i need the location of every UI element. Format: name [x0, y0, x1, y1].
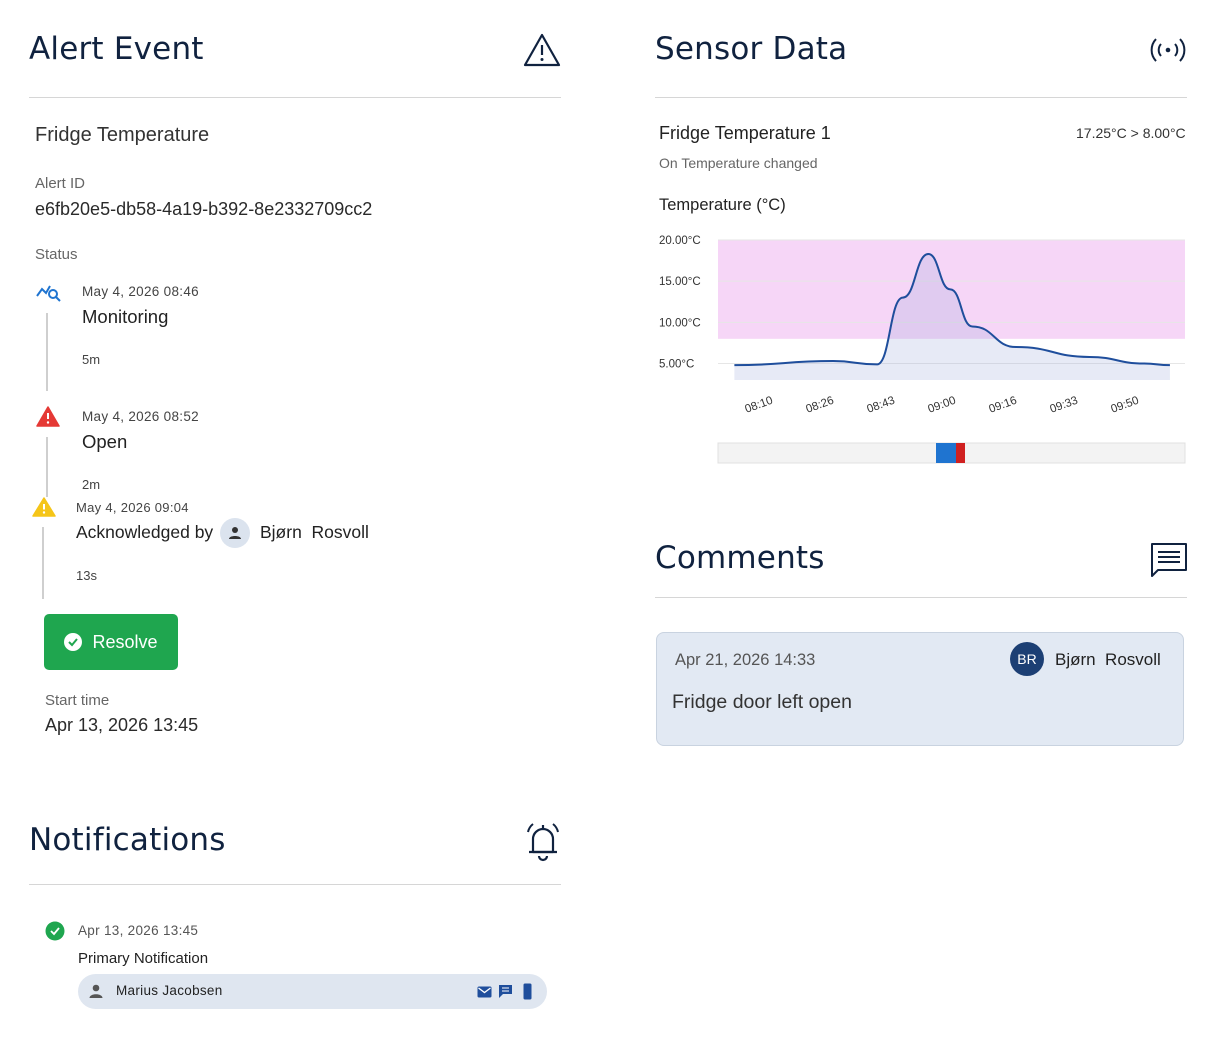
comment-card: Apr 21, 2026 14:33 BR Bjørn Rosvoll Frid… — [656, 632, 1184, 746]
y-tick-label: 10.00°C — [659, 317, 701, 329]
x-tick-label: 08:43 — [865, 395, 896, 416]
avatar — [220, 518, 250, 548]
chat-icon — [498, 984, 513, 1004]
timeline-duration: 2m — [82, 477, 101, 492]
x-tick-label: 09:50 — [1109, 395, 1140, 416]
navigator-handle — [956, 443, 965, 463]
series-line — [734, 252, 1170, 367]
comment-author: Bjørn Rosvoll — [1055, 650, 1161, 669]
timeline-date: May 4, 2026 08:52 — [82, 409, 199, 424]
sensor-condition: 17.25°C > 8.00°C — [1076, 125, 1186, 141]
divider — [29, 884, 561, 885]
recipient-name: Marius Jacobsen — [116, 983, 223, 998]
chart-title: Temperature (°C) — [659, 196, 786, 214]
chart-svg: 5.00°C 10.00°C 15.00°C 20.00°C 08:10 08:26 08:… — [659, 235, 1186, 464]
alert-id-label: Alert ID — [35, 175, 86, 192]
person-icon — [229, 527, 241, 539]
divider — [655, 597, 1187, 598]
email-icon — [477, 985, 492, 1003]
comments-title: Comments — [655, 540, 825, 576]
comment-text: Fridge door left open — [672, 691, 852, 713]
comment-icon[interactable] — [1150, 542, 1188, 583]
y-tick-label: 5.00°C — [659, 359, 694, 371]
resolve-button[interactable]: Resolve — [44, 614, 178, 670]
sensor-data-title: Sensor Data — [655, 31, 848, 67]
series-area — [734, 254, 1170, 380]
timeline-date: May 4, 2026 08:46 — [82, 284, 199, 299]
x-tick-label: 08:26 — [804, 395, 835, 416]
x-tick-label: 09:00 — [926, 395, 957, 416]
phone-icon — [523, 983, 532, 1005]
timeline-connector — [42, 527, 44, 599]
alert-id-value: e6fb20e5-db58-4a19-b392-8e2332709cc2 — [35, 199, 373, 219]
yellow-warning-icon — [32, 497, 56, 522]
x-tick-label: 08:10 — [743, 395, 774, 416]
alert-name: Fridge Temperature — [35, 124, 210, 146]
timeline-connector — [46, 313, 48, 391]
temperature-chart[interactable]: 5.00°C 10.00°C 15.00°C 20.00°C 08:10 08:26 08:… — [655, 232, 1195, 472]
acknowledged-user[interactable]: Bjørn Rosvoll — [260, 522, 369, 542]
monitoring-chart-icon — [36, 282, 62, 309]
start-time-value: Apr 13, 2026 13:45 — [45, 715, 199, 735]
y-tick-label: 15.00°C — [659, 276, 701, 288]
timeline-status: Acknowledged by — [76, 522, 214, 542]
sensor-name: Fridge Temperature 1 — [659, 123, 831, 143]
red-warning-icon — [36, 406, 60, 432]
timeline-duration: 13s — [76, 568, 97, 583]
avatar: BR — [1010, 642, 1044, 676]
check-circle-icon — [64, 633, 83, 651]
y-tick-label: 20.00°C — [659, 235, 701, 247]
comment-date: Apr 21, 2026 14:33 — [675, 651, 816, 669]
x-tick-label: 09:16 — [987, 395, 1018, 416]
sensor-trigger: On Temperature changed — [659, 155, 818, 171]
timeline-duration: 5m — [82, 352, 101, 367]
divider — [655, 97, 1187, 98]
alert-event-title: Alert Event — [29, 31, 204, 67]
notification-type: Primary Notification — [78, 950, 209, 967]
x-tick-label: 09:33 — [1048, 395, 1079, 416]
notifications-title: Notifications — [29, 822, 226, 858]
person-icon — [88, 983, 104, 1004]
success-check-icon — [45, 921, 65, 946]
navigator-handle — [936, 443, 956, 463]
notification-recipient[interactable]: Marius Jacobsen — [78, 974, 547, 1009]
start-time-label: Start time — [45, 692, 110, 709]
timeline-connector — [46, 437, 48, 497]
timeline-date: May 4, 2026 09:04 — [76, 500, 189, 515]
timeline-status: Open — [82, 431, 128, 452]
broadcast-icon — [1148, 36, 1188, 69]
notification-date: Apr 13, 2026 13:45 — [78, 923, 199, 938]
resolve-label: Resolve — [92, 631, 158, 652]
warning-triangle-icon — [522, 32, 562, 73]
divider — [29, 97, 561, 98]
alarm-bell-icon — [523, 820, 563, 867]
status-label: Status — [35, 246, 78, 263]
timeline-status: Monitoring — [82, 306, 169, 327]
